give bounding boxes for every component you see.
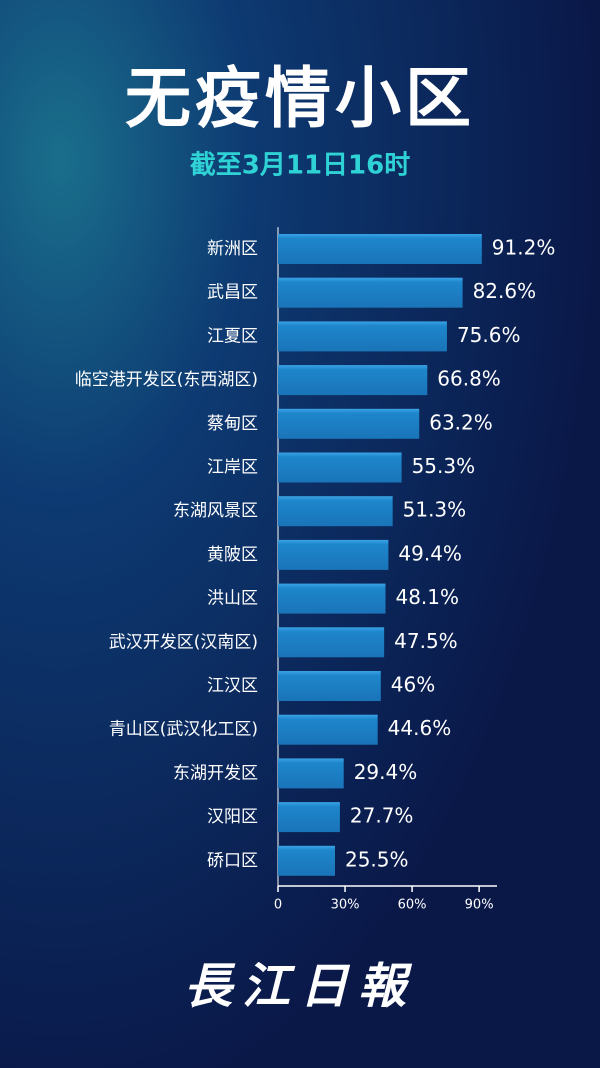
value-label: 91.2% <box>492 236 556 260</box>
y-tick-label: 青山区(武汉化工区) <box>109 720 258 740</box>
x-tick-label: 30% <box>331 898 360 913</box>
value-label: 47.5% <box>394 629 458 653</box>
y-tick-label: 武昌区 <box>207 283 258 303</box>
value-label: 44.6% <box>388 716 452 740</box>
bar <box>278 277 463 308</box>
bar <box>278 365 428 396</box>
y-tick-label: 洪山区 <box>207 589 258 609</box>
value-label: 55.3% <box>412 454 476 478</box>
bar <box>278 802 340 833</box>
bar <box>278 714 378 745</box>
y-tick-label: 新洲区 <box>207 239 258 259</box>
bar <box>278 496 393 527</box>
value-label: 75.6% <box>457 323 521 347</box>
x-tick-label: 60% <box>398 898 427 913</box>
y-tick-label: 武汉开发区(汉南区) <box>109 632 258 652</box>
source-logo: 長江日報 <box>184 959 416 1015</box>
value-label: 48.1% <box>395 585 459 609</box>
chart-subtitle: 截至3月11日16时 <box>190 151 410 181</box>
chart-title: 无疫情小区 <box>125 60 475 137</box>
value-label: 49.4% <box>398 541 462 565</box>
y-tick-label: 临空港开发区(东西湖区) <box>75 370 258 390</box>
bar <box>278 583 386 614</box>
y-tick-label: 江夏区 <box>207 326 258 346</box>
y-tick-label: 东湖开发区 <box>173 763 258 783</box>
bar <box>278 671 381 701</box>
y-tick-label: 江汉区 <box>207 676 258 696</box>
bar <box>278 408 420 439</box>
x-tick-label: 0 <box>274 898 282 913</box>
value-label: 27.7% <box>350 804 414 828</box>
value-label: 46% <box>391 673 435 697</box>
value-label: 82.6% <box>473 279 537 303</box>
bar <box>278 845 335 876</box>
value-label: 63.2% <box>429 410 493 434</box>
bar <box>278 539 389 570</box>
x-tick-label: 90% <box>465 898 494 913</box>
bar <box>278 627 385 658</box>
value-label: 29.4% <box>354 760 418 784</box>
value-label: 66.8% <box>437 367 501 391</box>
y-tick-label: 汉阳区 <box>207 807 258 827</box>
y-tick-label: 东湖风景区 <box>173 501 258 521</box>
value-label: 51.3% <box>403 498 467 522</box>
y-tick-label: 黄陂区 <box>207 545 258 565</box>
bar <box>278 758 344 789</box>
y-tick-label: 蔡甸区 <box>207 414 258 434</box>
bar <box>278 234 482 264</box>
y-tick-label: 江岸区 <box>207 458 258 478</box>
bar <box>278 321 447 352</box>
value-label: 25.5% <box>345 847 409 871</box>
bar <box>278 452 402 483</box>
y-tick-label: 硚口区 <box>207 851 258 871</box>
